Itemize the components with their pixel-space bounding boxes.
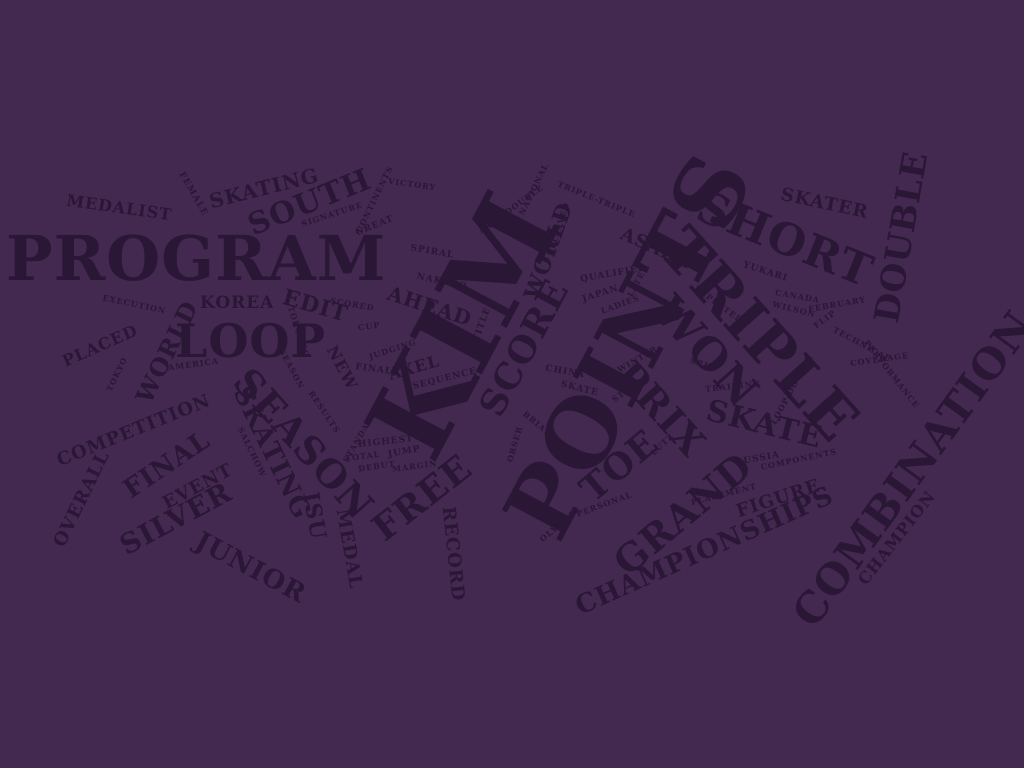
- word: KOREA: [200, 293, 275, 313]
- word: DOUBLE: [866, 148, 937, 326]
- word: CUP: [357, 319, 381, 333]
- word: MEDAL: [331, 507, 367, 591]
- word: PLACED: [59, 320, 141, 371]
- word: JUNIOR: [190, 526, 312, 610]
- word: TOKYO: [103, 355, 130, 393]
- word: MEDALIST: [65, 190, 174, 225]
- word: LOOP: [175, 314, 327, 368]
- word: RECORD: [437, 505, 469, 603]
- word: FEMALE: [176, 170, 210, 219]
- word: PROGRAM: [6, 222, 387, 295]
- word: VICTORY: [387, 175, 437, 193]
- word: DEBUT: [357, 458, 397, 474]
- word: PERFORMANCE: [862, 337, 922, 411]
- word: EXECUTION: [101, 292, 168, 316]
